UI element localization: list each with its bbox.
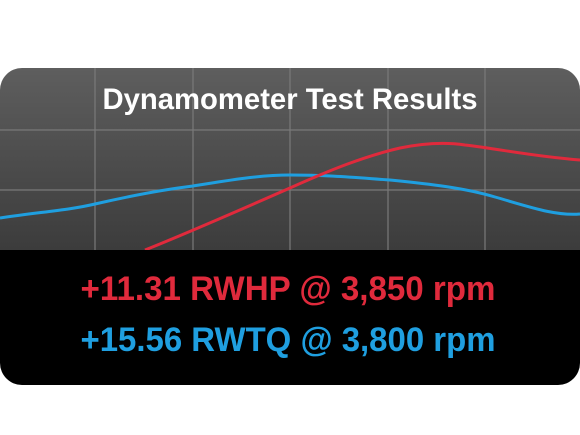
torque-curve: [0, 173, 580, 220]
results-panel: [0, 250, 580, 385]
title: Dynamometer Test Results: [103, 83, 478, 116]
card-background: [0, 68, 580, 385]
horsepower-curve: [144, 141, 580, 252]
horsepower-result: +11.31 RWHP @ 3,850 rpm: [81, 270, 496, 308]
grid: [0, 68, 580, 250]
torque-result: +15.56 RWTQ @ 3,800 rpm: [81, 321, 496, 359]
